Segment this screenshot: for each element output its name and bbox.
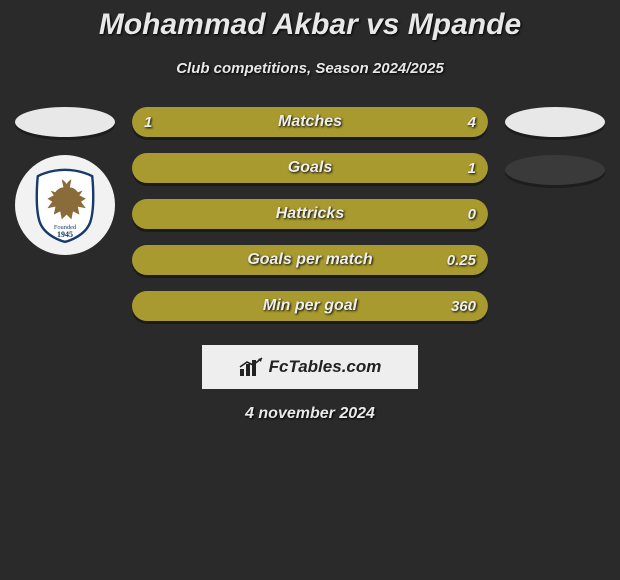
stat-bar: Goals per match0.25	[132, 245, 488, 275]
left-name-pill	[15, 107, 115, 137]
bar-label: Hattricks	[132, 199, 488, 229]
watermark-text: FcTables.com	[269, 357, 382, 377]
subtitle: Club competitions, Season 2024/2025	[0, 60, 620, 77]
bar-value-right: 360	[451, 291, 476, 321]
bar-value-right: 0	[468, 199, 476, 229]
bar-value-left: 1	[144, 107, 152, 137]
bar-label: Goals	[132, 153, 488, 183]
left-player-column: Founded 1945	[10, 107, 120, 255]
bar-label: Min per goal	[132, 291, 488, 321]
stats-bars: Matches14Goals1Hattricks0Goals per match…	[120, 107, 500, 321]
svg-text:1945: 1945	[57, 230, 73, 239]
right-name-pill	[505, 107, 605, 137]
shield-icon: Founded 1945	[25, 165, 105, 245]
stat-bar: Hattricks0	[132, 199, 488, 229]
bar-value-right: 4	[468, 107, 476, 137]
watermark: FcTables.com	[202, 345, 418, 389]
stat-bar: Min per goal360	[132, 291, 488, 321]
bar-value-right: 0.25	[447, 245, 476, 275]
comparison-card: Mohammad Akbar vs Mpande Club competitio…	[0, 0, 620, 580]
bar-label: Matches	[132, 107, 488, 137]
bar-label: Goals per match	[132, 245, 488, 275]
stat-bar: Goals1	[132, 153, 488, 183]
bars-icon	[239, 357, 263, 377]
main-row: Founded 1945 Matches14Goals1Hattricks0Go…	[0, 107, 620, 321]
page-title: Mohammad Akbar vs Mpande	[0, 0, 620, 42]
left-club-crest: Founded 1945	[15, 155, 115, 255]
right-player-column	[500, 107, 610, 185]
date-label: 4 november 2024	[0, 405, 620, 423]
right-club-pill	[505, 155, 605, 185]
stat-bar: Matches1 4	[132, 107, 488, 137]
bar-value-right: 1	[468, 153, 476, 183]
